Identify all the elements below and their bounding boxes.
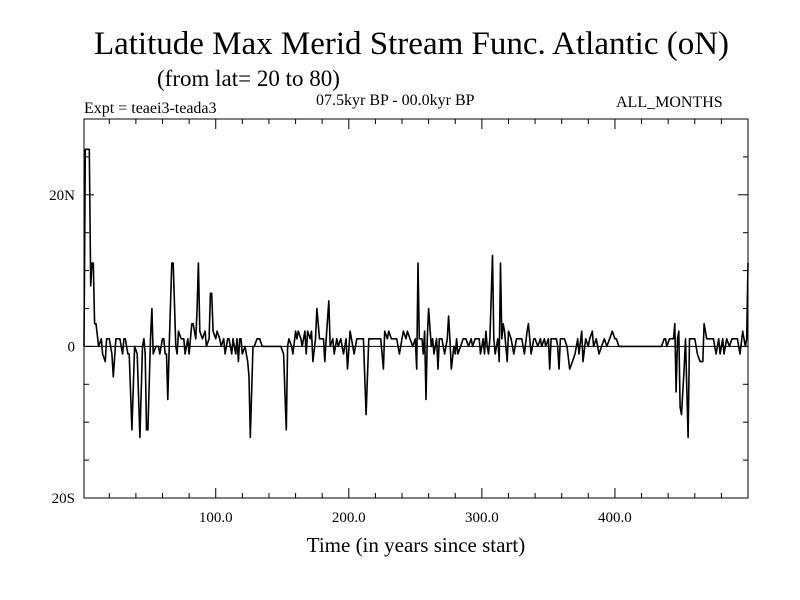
x-tick-label: 200.0 — [332, 510, 366, 526]
y-tick-label: 0 — [68, 339, 76, 355]
series-line — [83, 148, 749, 439]
months-label: ALL_MONTHS — [616, 94, 723, 111]
y-tick-label: 20N — [49, 188, 75, 204]
x-tick-label: 100.0 — [199, 510, 233, 526]
x-axis-label: Time (in years since start) — [306, 533, 526, 557]
x-tick-label: 400.0 — [598, 510, 632, 526]
period-label: 07.5kyr BP - 00.0kyr BP — [316, 92, 475, 109]
x-tick-label: 300.0 — [465, 510, 499, 526]
chart-title: Latitude Max Merid Stream Func. Atlantic… — [93, 26, 730, 62]
experiment-label: Expt = teaei3-teada3 — [84, 100, 217, 117]
axis-ticks — [84, 119, 748, 498]
y-tick-label: 20S — [52, 491, 75, 507]
plot-frame — [83, 118, 749, 499]
tick-labels: 100.0 200.0 300.0 400.0 20S 0 20N — [49, 188, 632, 526]
chart-subtitle: (from lat= 20 to 80) — [157, 66, 340, 91]
